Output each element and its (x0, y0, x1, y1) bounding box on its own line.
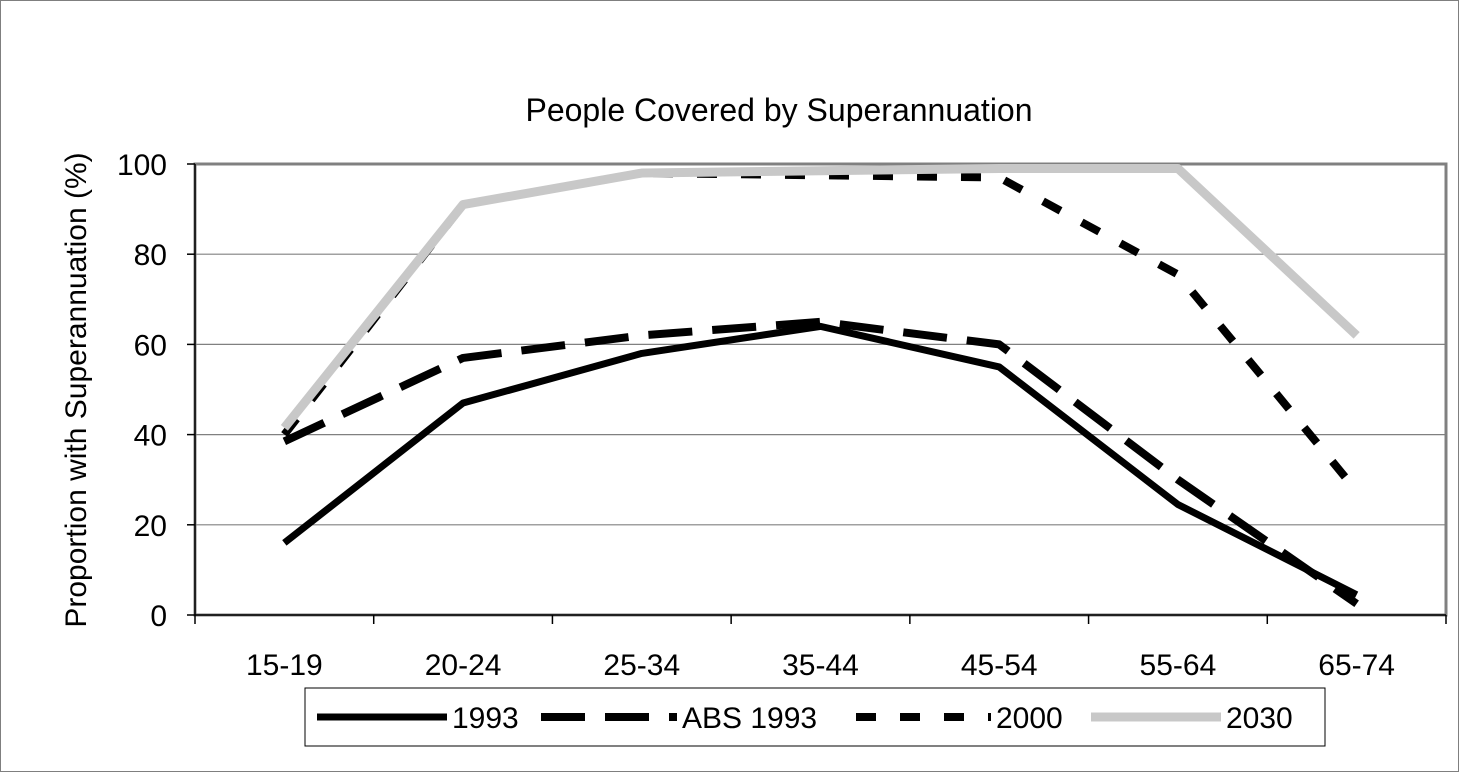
x-tick-label: 25-34 (603, 649, 680, 682)
x-tick-labels: 15-19 20-24 25-34 35-44 45-54 55-64 65-74 (246, 649, 1395, 682)
y-tick-label: 100 (117, 149, 167, 182)
x-tick-label: 65-74 (1318, 649, 1395, 682)
legend-label: 1993 (452, 702, 519, 735)
y-tick-labels: 0 20 40 60 80 100 (117, 149, 167, 633)
y-axis-label: Proportion with Superannuation (%) (60, 152, 93, 627)
y-tick-label: 60 (134, 329, 167, 362)
legend-label: 2030 (1226, 702, 1293, 735)
axes (187, 164, 1446, 624)
y-tick-label: 40 (134, 420, 167, 453)
y-tick-label: 80 (134, 239, 167, 272)
legend: 1993 ABS 1993 2000 2030 (305, 688, 1325, 746)
series-line-1993 (284, 326, 1356, 594)
legend-label: ABS 1993 (682, 702, 817, 735)
gridlines (195, 254, 1446, 525)
x-tick-label: 45-54 (961, 649, 1038, 682)
x-tick-label: 55-64 (1140, 649, 1217, 682)
y-tick-label: 20 (134, 510, 167, 543)
x-tick-label: 35-44 (782, 649, 859, 682)
series-lines (284, 168, 1356, 603)
y-tick-label: 0 (150, 600, 167, 633)
legend-label: 2000 (996, 702, 1063, 735)
x-tick-label: 15-19 (246, 649, 323, 682)
x-tick-label: 20-24 (425, 649, 502, 682)
chart-title: People Covered by Superannuation (525, 92, 1032, 128)
series-line-abs-1993 (284, 322, 1356, 604)
